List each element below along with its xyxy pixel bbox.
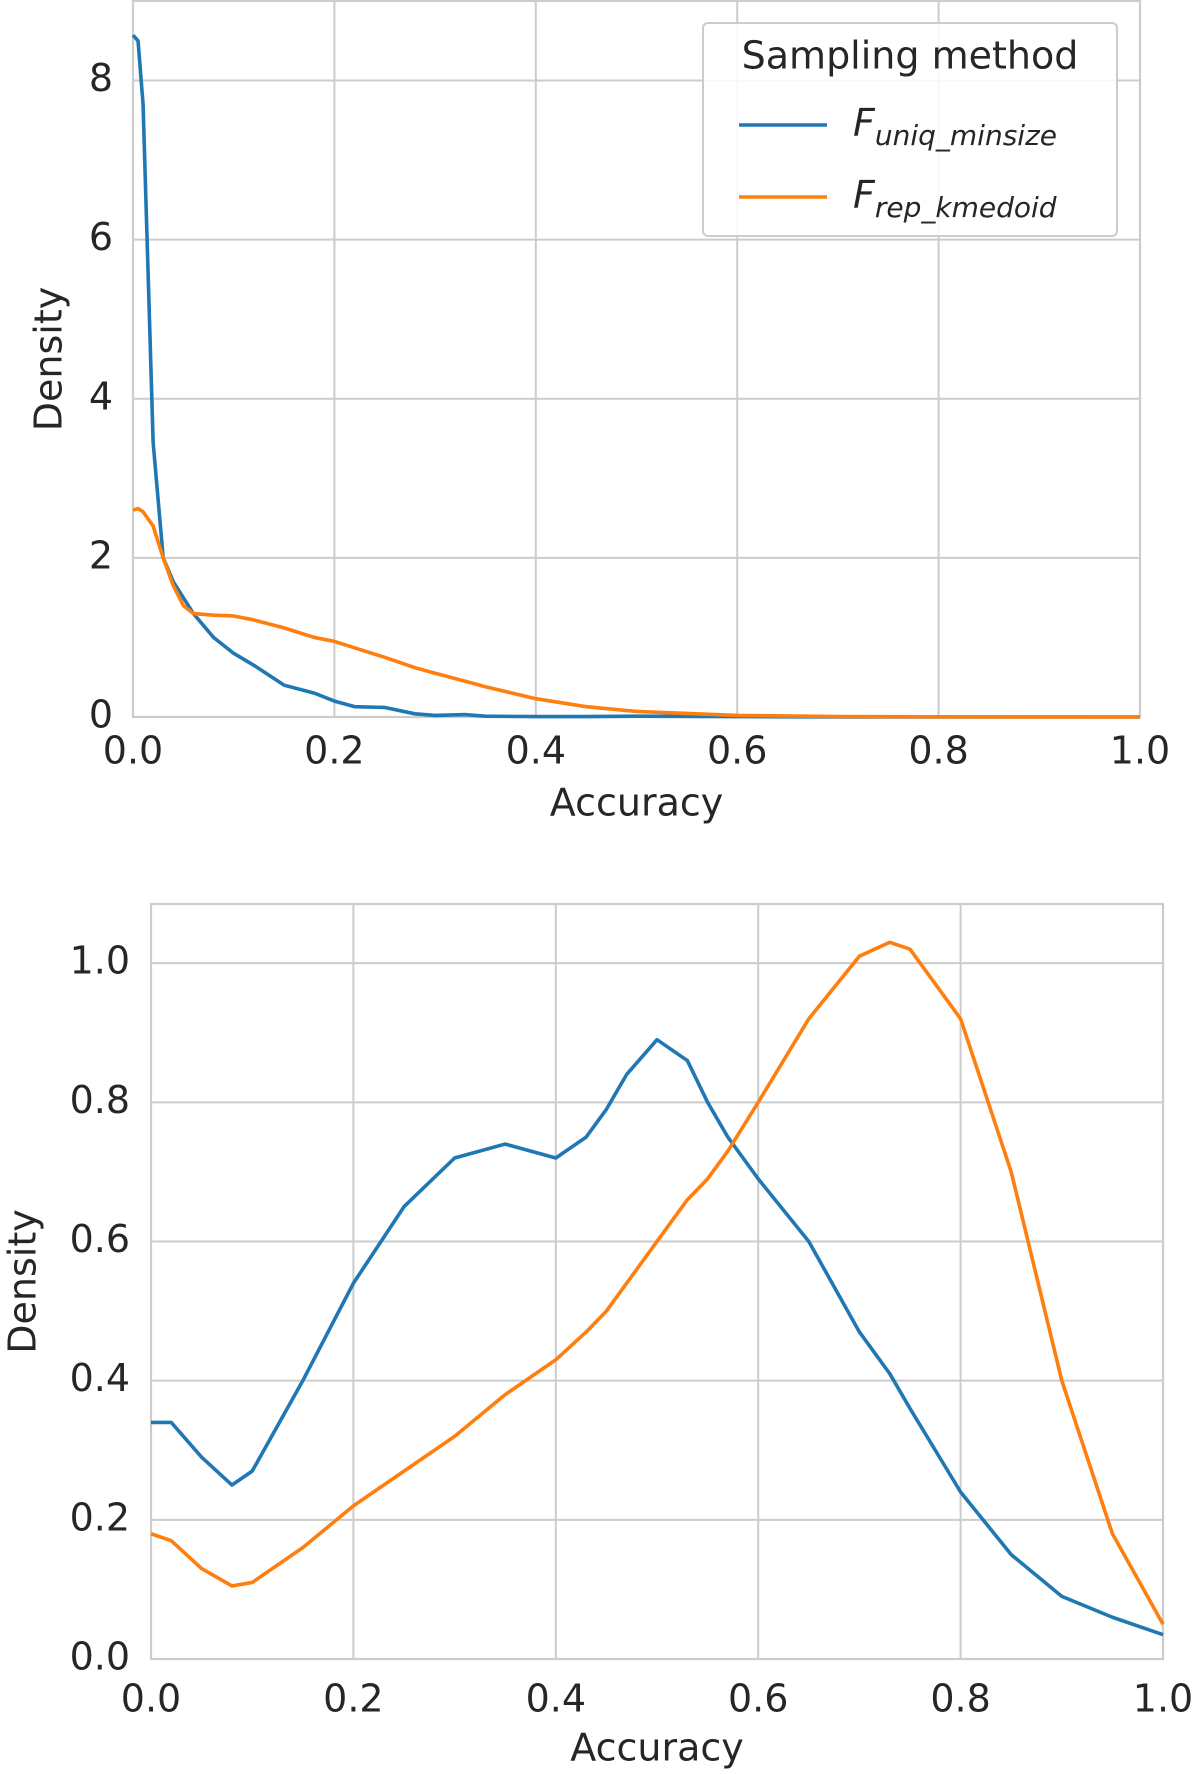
legend-subscript: rep_kmedoid — [875, 191, 1057, 224]
x-tick-label: 1.0 — [1110, 729, 1170, 773]
legend-subscript: uniq_minsize — [875, 119, 1057, 152]
y-tick-label: 6 — [89, 215, 113, 259]
chart: 0.0 0.2 0.4 0.6 0.8 1.0 0.0 0.2 0.4 0.6 0.8 1.0 Accu… — [1, 902, 1193, 1770]
legend-title: Sampling method — [742, 34, 1079, 78]
x-tick-label: 0.0 — [103, 729, 163, 773]
x-axis-label: Accuracy — [550, 781, 724, 825]
x-tick-label: 0.2 — [323, 1677, 383, 1721]
y-tick-label: 1.0 — [70, 939, 130, 983]
x-tick-label: 0.8 — [930, 1677, 990, 1721]
density-line — [132, 506, 1141, 719]
plot-frame — [149, 902, 1165, 1661]
y-tick-label: 8 — [89, 56, 113, 100]
x-tick-label: 0.6 — [728, 1677, 788, 1721]
y-tick-label: 0.8 — [70, 1078, 130, 1122]
y-tick-label: 0.2 — [70, 1495, 130, 1539]
legend-name: F — [853, 101, 876, 145]
legend-label: Funiq_minsize — [853, 101, 1057, 153]
y-tick-label: 0.0 — [70, 1635, 130, 1679]
legend-box — [702, 22, 1118, 237]
x-axis-label: Accuracy — [570, 1726, 744, 1770]
x-tick-label: 0.4 — [526, 1677, 586, 1721]
legend-label: Frep_kmedoid — [853, 173, 1057, 225]
x-tick-label: 0.8 — [908, 729, 968, 773]
y-tick-label: 2 — [89, 533, 113, 577]
y-tick-label: 0 — [89, 693, 113, 737]
chart: 0.0 0.2 0.4 0.6 0.8 1.0 0 2 4 6 8 Accuracy Density Sa… — [27, 0, 1170, 825]
density-line — [150, 940, 1165, 1626]
x-tick-label: 0.6 — [707, 729, 767, 773]
y-tick-label: 4 — [89, 374, 113, 418]
y-axis-label: Density — [1, 1209, 45, 1353]
x-tick-label: 0.2 — [304, 729, 364, 773]
y-axis-label: Density — [27, 287, 71, 431]
y-tick-label: 0.4 — [70, 1356, 130, 1400]
x-tick-label: 0.4 — [506, 729, 566, 773]
x-tick-label: 0.0 — [121, 1677, 181, 1721]
x-tick-label: 1.0 — [1133, 1677, 1193, 1721]
density-line — [151, 1037, 1164, 1637]
y-tick-label: 0.6 — [70, 1217, 130, 1261]
legend-name: F — [853, 173, 876, 217]
